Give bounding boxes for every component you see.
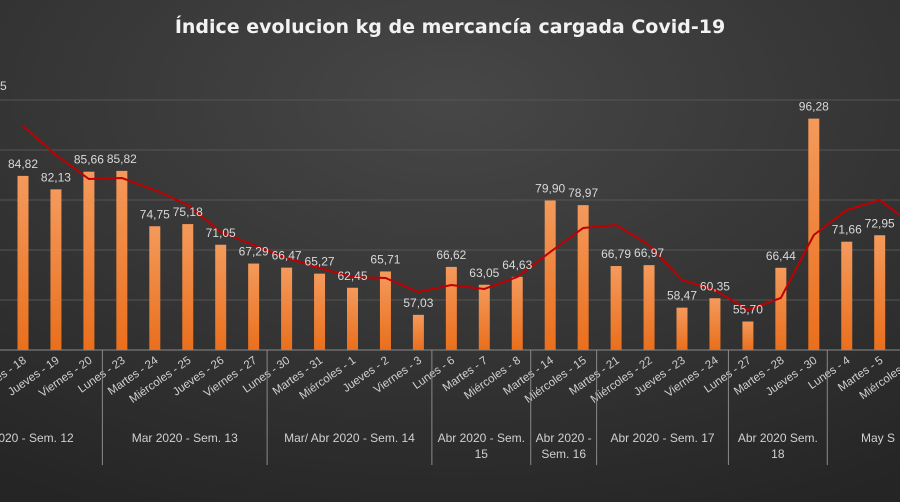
- bar: [544, 200, 556, 350]
- bar: [841, 241, 853, 350]
- group-label-line: Abr 2020 - Sem. 17: [610, 431, 714, 445]
- bar: [182, 224, 194, 350]
- bar: [775, 267, 787, 350]
- group-label: Abr 2020 Sem. 18: [738, 431, 818, 461]
- group-label: Abr 2020 - Sem. 17: [610, 431, 714, 445]
- bar: [50, 189, 62, 350]
- data-label: 66,97: [634, 246, 664, 260]
- data-label: 75,18: [173, 205, 203, 219]
- bar: [248, 263, 260, 350]
- data-label: 96,28: [799, 100, 829, 114]
- group-label-line: 15: [475, 447, 489, 461]
- group-label: Mar/ Abr 2020 - Sem. 14: [284, 431, 415, 445]
- data-label: 65,71: [370, 252, 400, 266]
- data-label: 74,75: [140, 207, 170, 221]
- bar: [643, 265, 655, 350]
- bar: [676, 307, 688, 350]
- data-label: 66,79: [601, 247, 631, 261]
- data-label: 71,66: [832, 223, 862, 237]
- group-label: May S: [861, 431, 895, 445]
- bar: [83, 171, 95, 350]
- group-label-line: 020 - Sem. 12: [0, 431, 74, 445]
- data-label: 66,44: [766, 249, 796, 263]
- bar: [149, 226, 161, 350]
- bar: [379, 271, 391, 350]
- bar: [17, 175, 29, 350]
- bar: [281, 267, 293, 350]
- group-label-line: Abr 2020 - Sem.: [438, 431, 525, 445]
- bar: [511, 276, 523, 350]
- bar: [874, 235, 886, 350]
- partial-data-label: 5: [0, 79, 7, 93]
- bar: [347, 287, 358, 350]
- data-label: 60,35: [700, 279, 730, 293]
- data-label: 79,90: [535, 182, 565, 196]
- group-label-line: Abr 2020 -: [536, 431, 592, 445]
- group-label-line: Sem. 16: [541, 447, 586, 461]
- bar: [314, 273, 326, 350]
- data-label: 57,03: [403, 296, 433, 310]
- data-label: 84,82: [8, 157, 38, 171]
- group-label-line: May S: [861, 431, 895, 445]
- group-label: Mar 2020 - Sem. 13: [132, 431, 238, 445]
- data-label: 66,62: [436, 248, 466, 262]
- data-label: 62,45: [337, 269, 367, 283]
- bar: [610, 266, 622, 350]
- data-label: 55,70: [733, 303, 763, 317]
- data-label: 65,27: [305, 255, 335, 269]
- chart-title: Índice evolucion kg de mercancía cargada…: [175, 15, 725, 38]
- bar: [742, 321, 754, 350]
- data-label: 64,63: [502, 258, 532, 272]
- group-label: 020 - Sem. 12: [0, 431, 74, 445]
- data-label: 66,47: [272, 249, 302, 263]
- bar: [116, 170, 128, 350]
- data-label: 71,05: [206, 226, 236, 240]
- bar: [709, 298, 721, 350]
- group-label-line: Mar 2020 - Sem. 13: [132, 431, 238, 445]
- group-label: Abr 2020 - Sem. 16: [536, 431, 592, 461]
- trend-line: [22, 125, 900, 312]
- bar: [478, 284, 490, 350]
- group-label-line: Abr 2020 Sem.: [738, 431, 818, 445]
- group-label-line: 18: [771, 447, 785, 461]
- data-label: 67,29: [239, 245, 269, 259]
- data-label: 58,47: [667, 289, 697, 303]
- bar: [412, 314, 424, 350]
- data-label: 72,95: [865, 216, 895, 230]
- data-label: 85,66: [74, 153, 104, 167]
- group-label-line: Mar/ Abr 2020 - Sem. 14: [284, 431, 415, 445]
- group-label: Abr 2020 - Sem. 15: [438, 431, 525, 461]
- data-label: 82,13: [41, 170, 71, 184]
- data-label: 85,82: [107, 152, 137, 166]
- data-label: 78,97: [568, 186, 598, 200]
- data-label: 63,05: [469, 266, 499, 280]
- bar: [215, 244, 227, 350]
- bar: [577, 205, 589, 350]
- bar: [445, 266, 457, 350]
